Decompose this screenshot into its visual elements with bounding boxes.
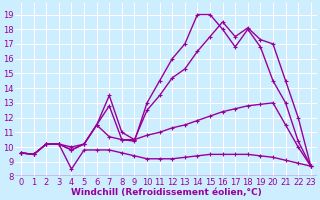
X-axis label: Windchill (Refroidissement éolien,°C): Windchill (Refroidissement éolien,°C) <box>70 188 261 197</box>
